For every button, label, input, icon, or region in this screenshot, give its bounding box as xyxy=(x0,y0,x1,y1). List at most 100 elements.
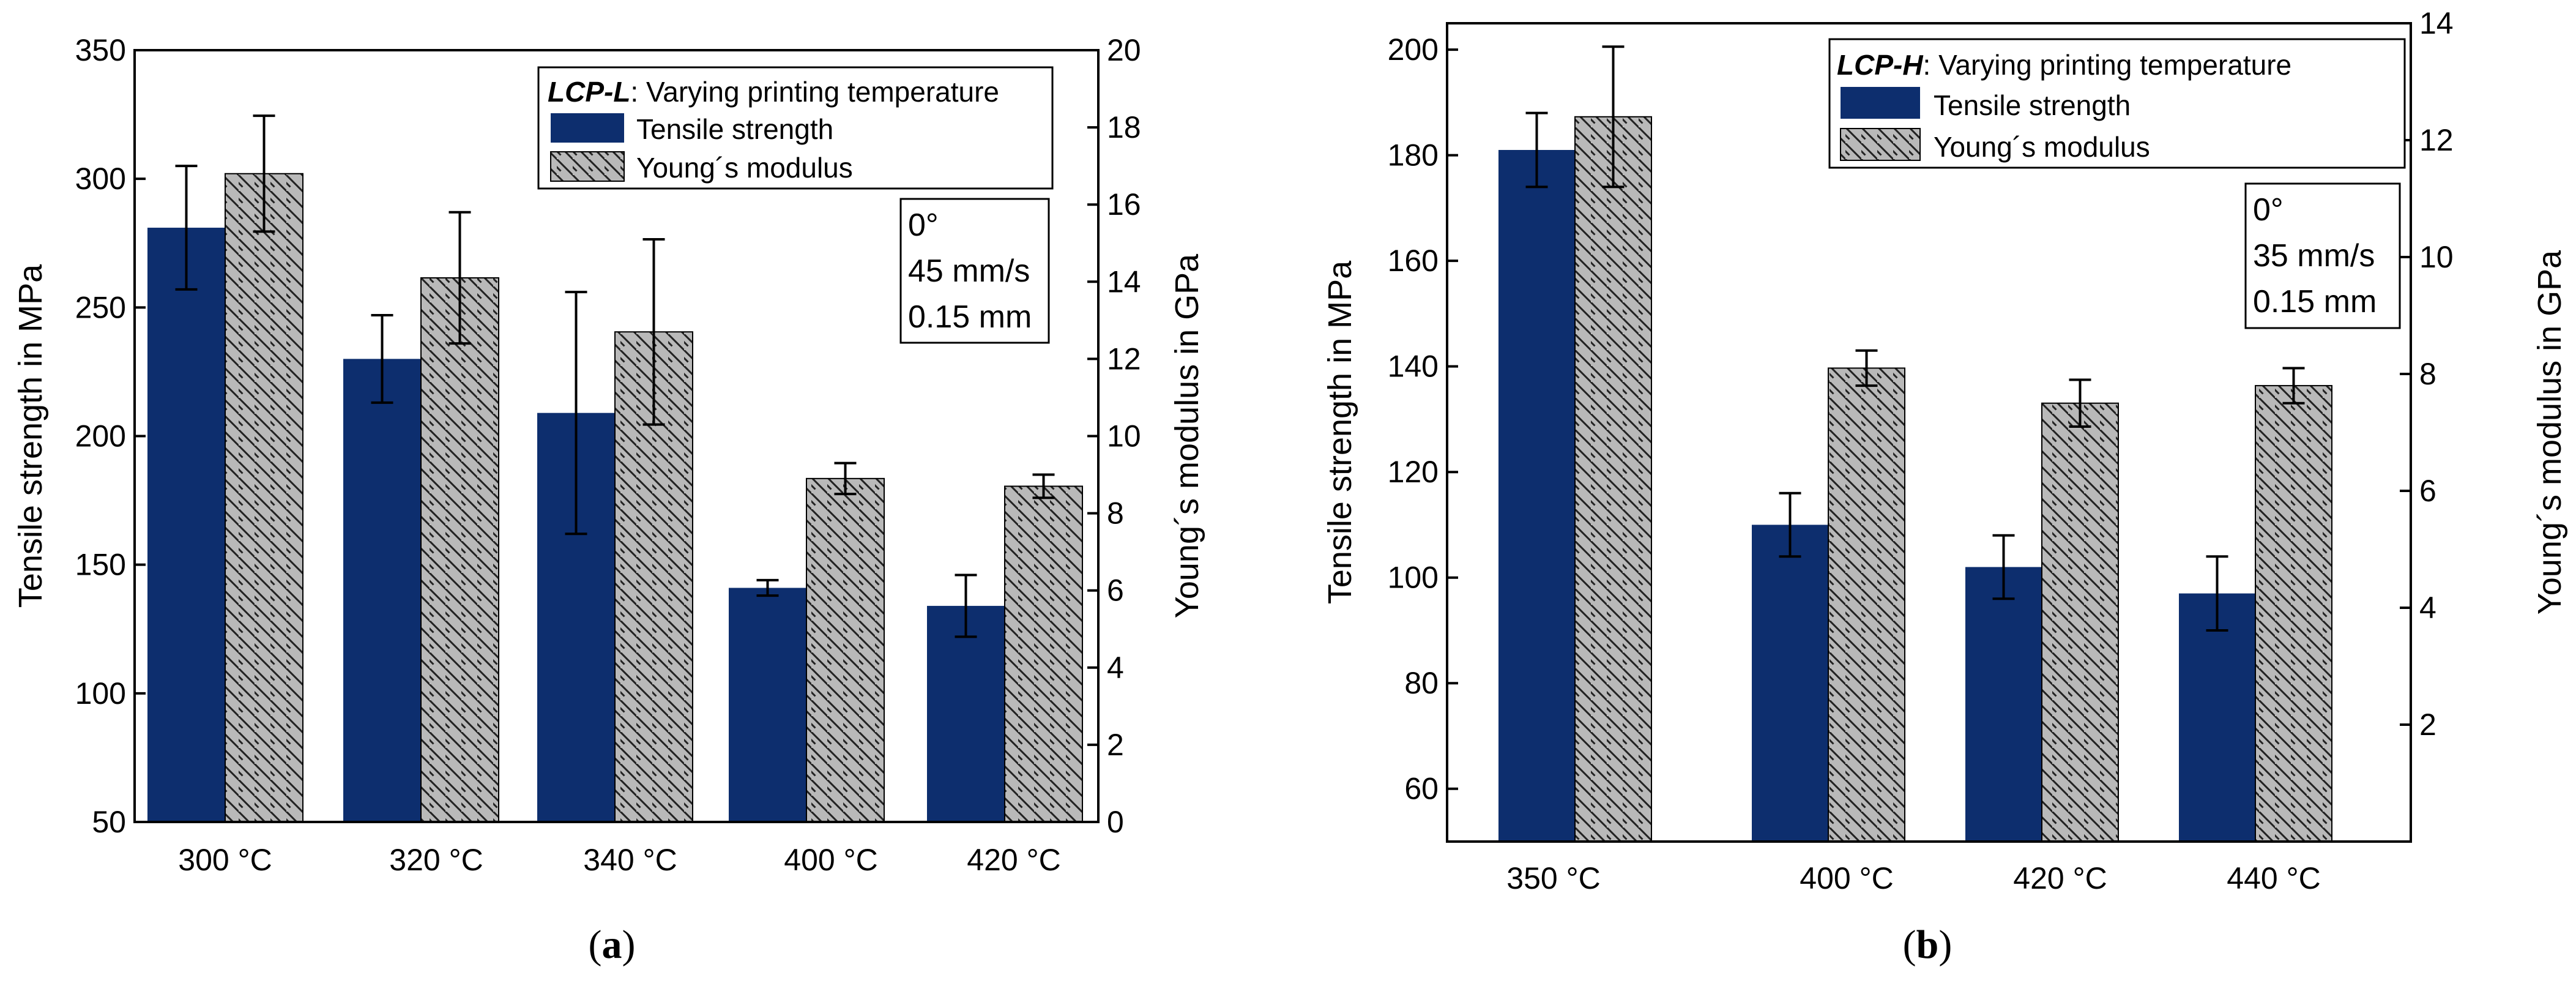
bar-tensile xyxy=(729,588,806,822)
bars-layer xyxy=(147,114,1083,823)
y-tick-label: 180 xyxy=(1388,138,1439,173)
x-category-label: 440 °C xyxy=(2227,861,2320,895)
axes-layer: 60 80 100 120 140 160 180 200 2 4 6 8 10 12 14 350 °C 40… xyxy=(1322,6,2568,895)
y2-axis-title: Young´s modulus in GPa xyxy=(1169,253,1205,618)
y2-tick-label: 10 xyxy=(1107,419,1141,454)
chart-panel-b: 60 80 100 120 140 160 180 200 2 4 6 8 10 12 14 350 °C 40… xyxy=(1322,6,2568,967)
legend-label-tensile: Tensile strength xyxy=(1934,89,2131,121)
y2-tick-label: 12 xyxy=(2419,123,2454,157)
legend-title-bold: LCP-H xyxy=(1837,49,1923,81)
y-tick-label: 120 xyxy=(1388,455,1439,489)
y2-tick-label: 14 xyxy=(1107,264,1141,299)
y-tick-label: 100 xyxy=(75,676,126,711)
legend-title: LCP-H: Varying printing temperature xyxy=(1837,49,2291,81)
legend-label-modulus: Young´s modulus xyxy=(636,152,853,184)
y-tick-label: 100 xyxy=(1388,561,1439,595)
info-frame xyxy=(899,198,1050,344)
y2-tick-label: 2 xyxy=(1107,728,1124,762)
bar-modulus xyxy=(420,277,499,823)
x-category-label: 400 °C xyxy=(784,843,877,877)
caption-letter-a: a xyxy=(602,922,622,967)
y2-tick-label: 2 xyxy=(2419,708,2436,742)
info-angle: 0° xyxy=(2253,192,2284,228)
info-speed: 35 mm/s xyxy=(2253,238,2375,274)
legend-label-modulus: Young´s modulus xyxy=(1934,131,2150,163)
bar-modulus xyxy=(225,173,303,823)
legend-title-bold: LCP-L xyxy=(548,76,630,108)
x-category-label: 300 °C xyxy=(178,843,272,877)
info-frame xyxy=(2244,182,2401,329)
legend-label-tensile: Tensile strength xyxy=(636,113,833,145)
bar-modulus xyxy=(2041,402,2119,842)
legend-title-rest: : Varying printing temperature xyxy=(630,76,999,108)
bars-layer xyxy=(1498,45,2332,842)
bar-modulus xyxy=(1574,116,1652,842)
y2-tick-label: 4 xyxy=(2419,591,2436,625)
y-tick-label: 200 xyxy=(75,419,126,454)
y2-tick-label: 6 xyxy=(1107,573,1124,608)
info-layer: 0.15 mm xyxy=(908,299,1032,335)
legend-box: LCP-L: Varying printing temperature Tens… xyxy=(537,66,1054,190)
y-tick-label: 80 xyxy=(1404,666,1439,700)
x-category-label: 420 °C xyxy=(967,843,1060,877)
y-axis-title: Tensile strength in MPa xyxy=(1322,260,1358,604)
x-category-label: 420 °C xyxy=(2013,861,2107,895)
bar-modulus xyxy=(806,477,885,823)
y-axis-title: Tensile strength in MPa xyxy=(12,264,49,608)
caption-a: (a) xyxy=(589,922,636,967)
y2-axis-title: Young´s modulus in GPa xyxy=(2531,250,2568,614)
y2-tick-label: 4 xyxy=(1107,651,1124,685)
y2-tick-label: 0 xyxy=(1107,805,1124,839)
y-tick-label: 50 xyxy=(92,805,126,839)
bar-tensile xyxy=(1498,150,1575,842)
bar-tensile xyxy=(927,605,1005,822)
y-tick-label: 60 xyxy=(1404,772,1439,806)
y2-tick-label: 6 xyxy=(2419,474,2436,508)
y-tick-label: 250 xyxy=(75,290,126,324)
bar-tensile xyxy=(1752,525,1828,842)
info-speed: 45 mm/s xyxy=(908,253,1030,289)
y-tick-label: 150 xyxy=(75,548,126,582)
caption-letter-b: b xyxy=(1916,922,1939,967)
legend-swatch-modulus xyxy=(550,151,625,182)
y2-tick-label: 14 xyxy=(2419,6,2454,40)
axes-layer: 50 100 150 200 250 300 350 0 2 4 6 8 10 12 14 16 18 20 300… xyxy=(12,33,1205,877)
bar-tensile xyxy=(147,228,225,822)
bar-tensile xyxy=(1965,567,2042,842)
legend-title-rest: : Varying printing temperature xyxy=(1923,49,2292,81)
legend-title: LCP-L: Varying printing temperature xyxy=(548,76,999,108)
y-tick-label: 350 xyxy=(75,33,126,67)
y2-tick-label: 8 xyxy=(2419,357,2436,391)
bar-modulus xyxy=(1004,485,1083,823)
legend-box: LCP-H: Varying printing temperature Tens… xyxy=(1828,38,2406,169)
y2-tick-label: 20 xyxy=(1107,33,1141,67)
bar-tensile xyxy=(2179,593,2255,842)
x-category-label: 340 °C xyxy=(583,843,677,877)
y2-tick-label: 18 xyxy=(1107,110,1141,144)
info-box: 0° 35 mm/s 0.15 mm xyxy=(2244,182,2401,329)
info-box: 0° 45 mm/s 0.15 mm xyxy=(899,198,1050,344)
chart-panel-a: 50 100 150 200 250 300 350 0 2 4 6 8 10 12 14 16 18 20 300… xyxy=(12,33,1205,967)
y2-tick-label: 8 xyxy=(1107,496,1124,531)
legend-swatch-tensile xyxy=(1841,87,1920,119)
y-tick-label: 300 xyxy=(75,162,126,196)
y2-tick-label: 16 xyxy=(1107,187,1141,222)
caption-b: (b) xyxy=(1903,922,1952,967)
legend-swatch-modulus xyxy=(1840,128,1921,161)
y-tick-label: 160 xyxy=(1388,244,1439,278)
y2-tick-label: 10 xyxy=(2419,240,2454,274)
x-category-label: 350 °C xyxy=(1506,861,1600,895)
bar-modulus xyxy=(1828,367,1905,842)
y-tick-label: 200 xyxy=(1388,32,1439,67)
y-tick-label: 140 xyxy=(1388,349,1439,384)
plot-frame xyxy=(1446,22,2412,843)
y2-tick-label: 12 xyxy=(1107,342,1141,376)
bar-tensile xyxy=(343,359,421,822)
bar-modulus xyxy=(2255,385,2332,842)
legend-frame xyxy=(1828,38,2406,169)
info-angle: 0° xyxy=(908,207,939,243)
x-category-label: 320 °C xyxy=(389,843,483,877)
info-layer: 0.15 mm xyxy=(2253,284,2377,319)
legend-swatch-tensile xyxy=(551,113,624,143)
